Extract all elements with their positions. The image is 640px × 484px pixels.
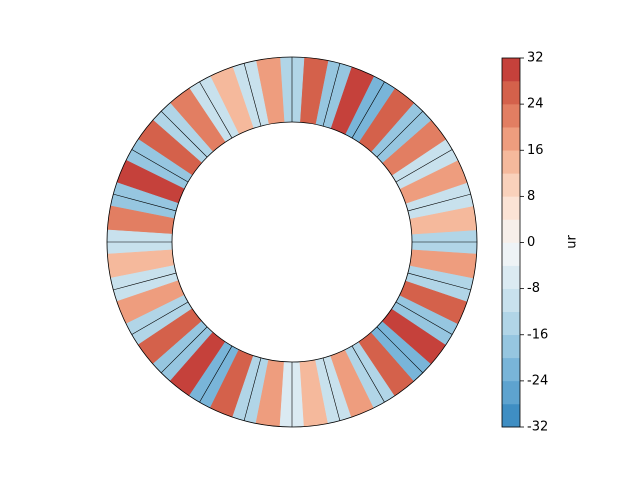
colorbar-tick-label: 32: [527, 51, 544, 66]
colorbar-band: [502, 127, 520, 151]
colorbar-band: [502, 288, 520, 312]
colorbar-tick-label: -24: [527, 373, 548, 388]
colorbar-band: [502, 196, 520, 220]
cell-line: [131, 301, 189, 335]
cell-line: [113, 272, 177, 291]
outer-edge: [106, 56, 478, 428]
cell-line: [395, 149, 453, 183]
cell-line: [376, 326, 424, 374]
cell-line: [243, 357, 262, 421]
cell-line: [395, 301, 453, 335]
colorbar: -32 -24 -16 -8 0 8 16 24 32: [501, 51, 548, 435]
cell-line: [160, 326, 208, 374]
colorbar-tick-label: -32: [527, 420, 548, 435]
cell-line: [131, 149, 189, 183]
inner-edge: [171, 121, 413, 363]
cell-line: [351, 345, 385, 403]
colorbar-tick-label: 8: [527, 189, 535, 204]
colorbar-tick-label: -16: [527, 327, 548, 342]
cell-line: [407, 272, 471, 291]
cell-line: [322, 63, 341, 127]
colorbar-band: [502, 357, 520, 382]
colorbar-band: [502, 58, 520, 82]
cell-line: [160, 110, 208, 158]
cell-line: [113, 193, 177, 212]
colorbar-tick-label: 16: [527, 143, 544, 158]
colorbar-band: [502, 219, 520, 243]
colorbar-band: [502, 173, 520, 197]
cell-line: [322, 357, 341, 421]
cell-line: [351, 81, 385, 139]
colorbar-band: [502, 403, 520, 428]
colorbar-tick-label: 24: [527, 97, 544, 112]
cell-line: [407, 193, 471, 212]
colorbar-band: [502, 104, 520, 128]
colorbar-band: [502, 150, 520, 174]
cell-line: [199, 81, 233, 139]
colorbar-band: [502, 265, 520, 289]
colorbar-tick-label: -8: [527, 281, 540, 296]
colorbar-band: [502, 311, 520, 336]
cell-line: [243, 63, 262, 127]
colorbar-band: [502, 81, 520, 105]
colorbar-tick-label: 0: [527, 235, 535, 250]
colorbar-band: [502, 242, 520, 266]
cell-line: [199, 345, 233, 403]
cell-line: [376, 110, 424, 158]
colorbar-label: ur: [565, 235, 580, 249]
annulus: [106, 56, 478, 428]
colorbar-band: [502, 380, 520, 405]
colorbar-band: [502, 334, 520, 359]
